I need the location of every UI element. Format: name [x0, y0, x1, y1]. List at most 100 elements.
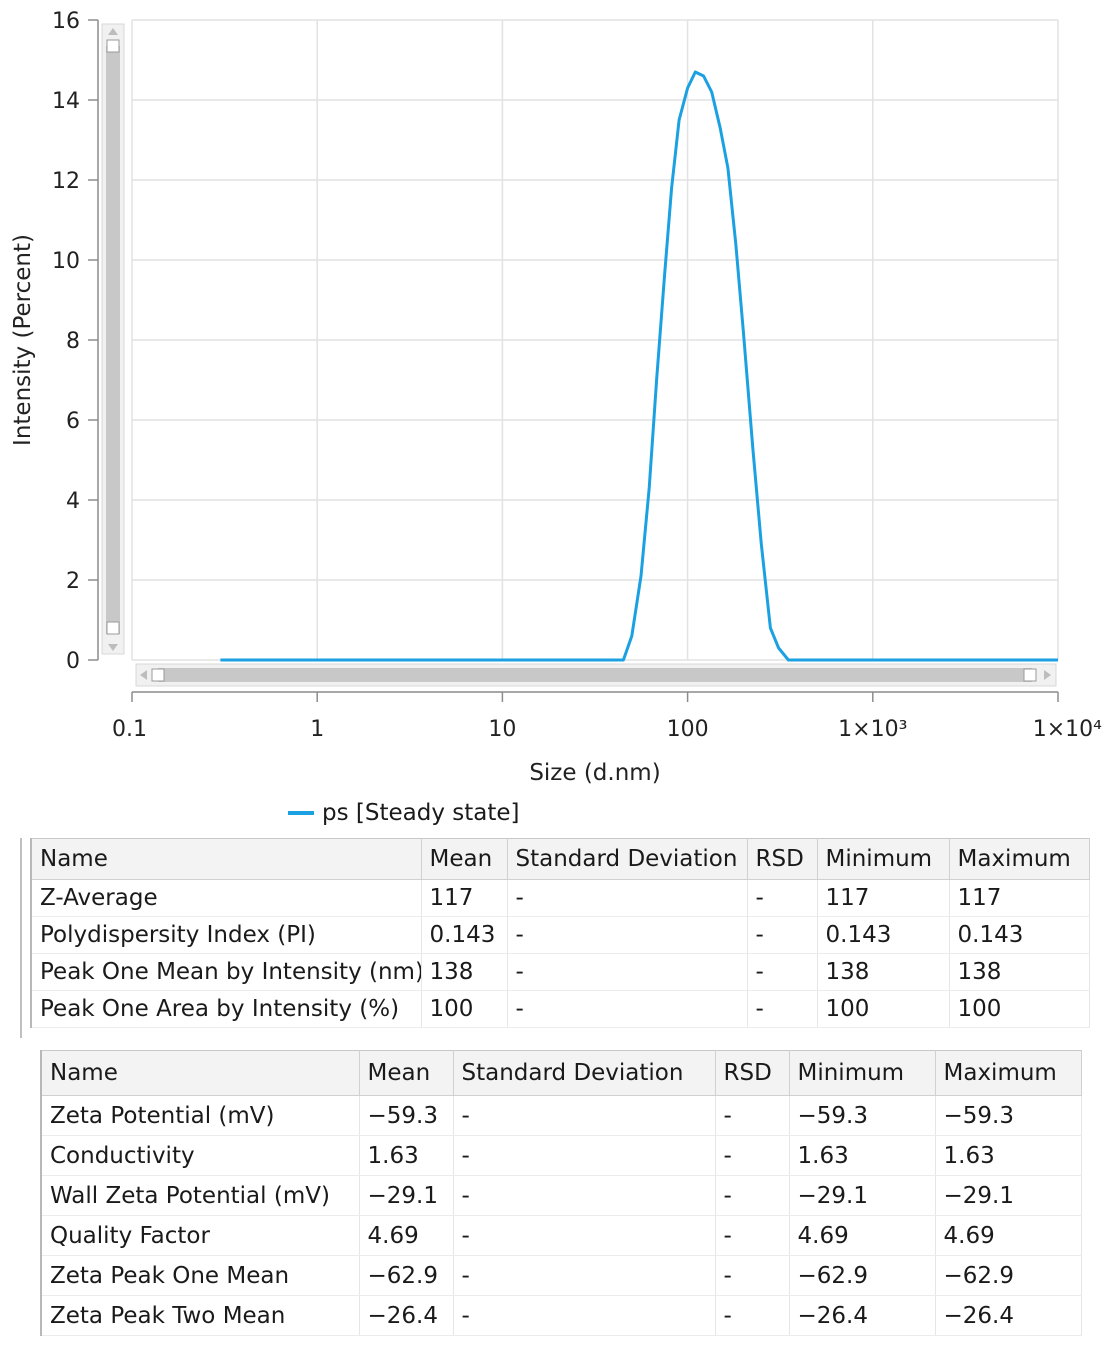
table-cell: -: [747, 916, 818, 954]
scroll-right-arrow-icon[interactable]: [1044, 670, 1051, 680]
column-header[interactable]: Maximum: [949, 838, 1090, 880]
table-cell: Polydispersity Index (PI): [31, 916, 422, 954]
column-header[interactable]: Name: [31, 838, 422, 880]
column-header[interactable]: Name: [41, 1050, 360, 1096]
table-cell: 117: [421, 879, 508, 917]
y-tick-label: 4: [66, 489, 80, 514]
table-cell: -: [453, 1295, 716, 1336]
scroll-up-arrow-icon[interactable]: [108, 28, 118, 35]
table-cell: −29.1: [359, 1175, 454, 1216]
table-cell: -: [453, 1215, 716, 1256]
table-cell: −26.4: [935, 1295, 1082, 1336]
table-row[interactable]: Zeta Potential (mV) −59.3- - −59.3 −59.3: [41, 1095, 1082, 1136]
column-header[interactable]: RSD: [715, 1050, 790, 1096]
table-cell: 0.143: [421, 916, 508, 954]
chart-axes: 0 2 4 6 8 10 12 14 16 0.1 1 10 100 1×10³ 1×10⁴: [52, 9, 1102, 742]
table-cell: Zeta Potential (mV): [41, 1095, 360, 1136]
column-header[interactable]: Standard Deviation: [453, 1050, 716, 1096]
table-row[interactable]: Wall Zeta Potential (mV) −29.1- - −29.1 −29.…: [41, 1175, 1082, 1216]
table-row[interactable]: Peak One Area by Intensity (%) 100- -100 10…: [31, 990, 1090, 1028]
scroll-left-arrow-icon[interactable]: [140, 670, 147, 680]
column-header[interactable]: Mean: [421, 838, 508, 880]
table-row[interactable]: Conductivity 1.63- -1.63 1.63: [41, 1135, 1082, 1176]
table-cell: 4.69: [935, 1215, 1082, 1256]
scroll-top-handle[interactable]: [106, 39, 120, 53]
chart-grid: [131, 19, 1059, 661]
y-zoom-scrollbar[interactable]: [101, 23, 125, 655]
table-cell: Peak One Mean by Intensity (nm): [31, 953, 422, 991]
table-header-row: Name Mean Standard Deviation RSD Minimum Maxi…: [31, 838, 1090, 880]
table-cell: 1.63: [935, 1135, 1082, 1176]
y-tick-label: 14: [52, 89, 80, 114]
table-cell: −62.9: [359, 1255, 454, 1296]
table-cell: −29.1: [789, 1175, 936, 1216]
table-cell: 1.63: [789, 1135, 936, 1176]
table-cell: 100: [949, 990, 1090, 1028]
table-cell: Wall Zeta Potential (mV): [41, 1175, 360, 1216]
table-row[interactable]: Z-Average 117- -117 117: [31, 879, 1090, 917]
y-tick-label: 10: [52, 249, 80, 274]
scroll-bottom-handle[interactable]: [106, 621, 120, 635]
table-header-row: Name Mean Standard Deviation RSD Minimum Maxi…: [41, 1050, 1082, 1096]
scroll-down-arrow-icon[interactable]: [108, 644, 118, 651]
x-tick-label: 0.1: [112, 717, 147, 742]
table-cell: -: [507, 990, 748, 1028]
table-frame-edge: [20, 838, 22, 1038]
table-cell: -: [715, 1215, 790, 1256]
scroll-left-handle[interactable]: [151, 668, 165, 682]
table-cell: Peak One Area by Intensity (%): [31, 990, 422, 1028]
table-cell: −26.4: [359, 1295, 454, 1336]
y-tick-label: 16: [52, 9, 80, 34]
zeta-results-table: Name Mean Standard Deviation RSD Minimum Maxi…: [40, 1050, 1082, 1336]
table-cell: -: [715, 1175, 790, 1216]
column-header[interactable]: Standard Deviation: [507, 838, 748, 880]
column-header[interactable]: Minimum: [789, 1050, 936, 1096]
table-cell: −59.3: [789, 1095, 936, 1136]
table-row[interactable]: Peak One Mean by Intensity (nm) 138- -138 1…: [31, 953, 1090, 991]
table-cell: −62.9: [935, 1255, 1082, 1296]
column-header[interactable]: RSD: [747, 838, 818, 880]
table-cell: −59.3: [359, 1095, 454, 1136]
table-cell: 1.63: [359, 1135, 454, 1176]
table-cell: −59.3: [935, 1095, 1082, 1136]
table-cell: -: [453, 1175, 716, 1216]
y-tick-label: 0: [66, 649, 80, 674]
table-row[interactable]: Zeta Peak One Mean −62.9- - −62.9 −62.9: [41, 1255, 1082, 1296]
table-cell: -: [715, 1255, 790, 1296]
table-cell: −62.9: [789, 1255, 936, 1296]
scroll-right-handle[interactable]: [1023, 668, 1037, 682]
column-header[interactable]: Maximum: [935, 1050, 1082, 1096]
column-header[interactable]: Mean: [359, 1050, 454, 1096]
table-cell: -: [747, 990, 818, 1028]
table-cell: -: [453, 1255, 716, 1296]
table-cell: 138: [421, 953, 508, 991]
x-tick-label: 1×10³: [838, 717, 907, 742]
table-cell: -: [715, 1295, 790, 1336]
table-cell: -: [747, 953, 818, 991]
table-cell: 117: [817, 879, 950, 917]
table-cell: 138: [817, 953, 950, 991]
size-results-table: Name Mean Standard Deviation RSD Minimum Maxi…: [30, 838, 1090, 1028]
series-line-0: [220, 70, 1058, 662]
column-header[interactable]: Minimum: [817, 838, 950, 880]
table-cell: 0.143: [817, 916, 950, 954]
table-cell: -: [747, 879, 818, 917]
table-cell: Conductivity: [41, 1135, 360, 1176]
x-tick-label: 1: [310, 717, 324, 742]
table-cell: Z-Average: [31, 879, 422, 917]
x-tick-label: 1×10⁴: [1033, 717, 1102, 742]
x-zoom-scrollbar[interactable]: [135, 663, 1057, 687]
table-cell: Zeta Peak One Mean: [41, 1255, 360, 1296]
table-cell: 100: [421, 990, 508, 1028]
table-cell: -: [453, 1135, 716, 1176]
table-cell: −29.1: [935, 1175, 1082, 1216]
table-cell: Zeta Peak Two Mean: [41, 1295, 360, 1336]
table-cell: -: [453, 1095, 716, 1136]
chart-legend: ps [Steady state]: [288, 796, 520, 830]
table-cell: 138: [949, 953, 1090, 991]
table-cell: 0.143: [949, 916, 1090, 954]
table-cell: Quality Factor: [41, 1215, 360, 1256]
table-row[interactable]: Zeta Peak Two Mean −26.4- - −26.4 −26.4: [41, 1295, 1082, 1336]
table-row[interactable]: Quality Factor 4.69- -4.69 4.69: [41, 1215, 1082, 1256]
table-row[interactable]: Polydispersity Index (PI) 0.143- -0.143 0.1…: [31, 916, 1090, 954]
